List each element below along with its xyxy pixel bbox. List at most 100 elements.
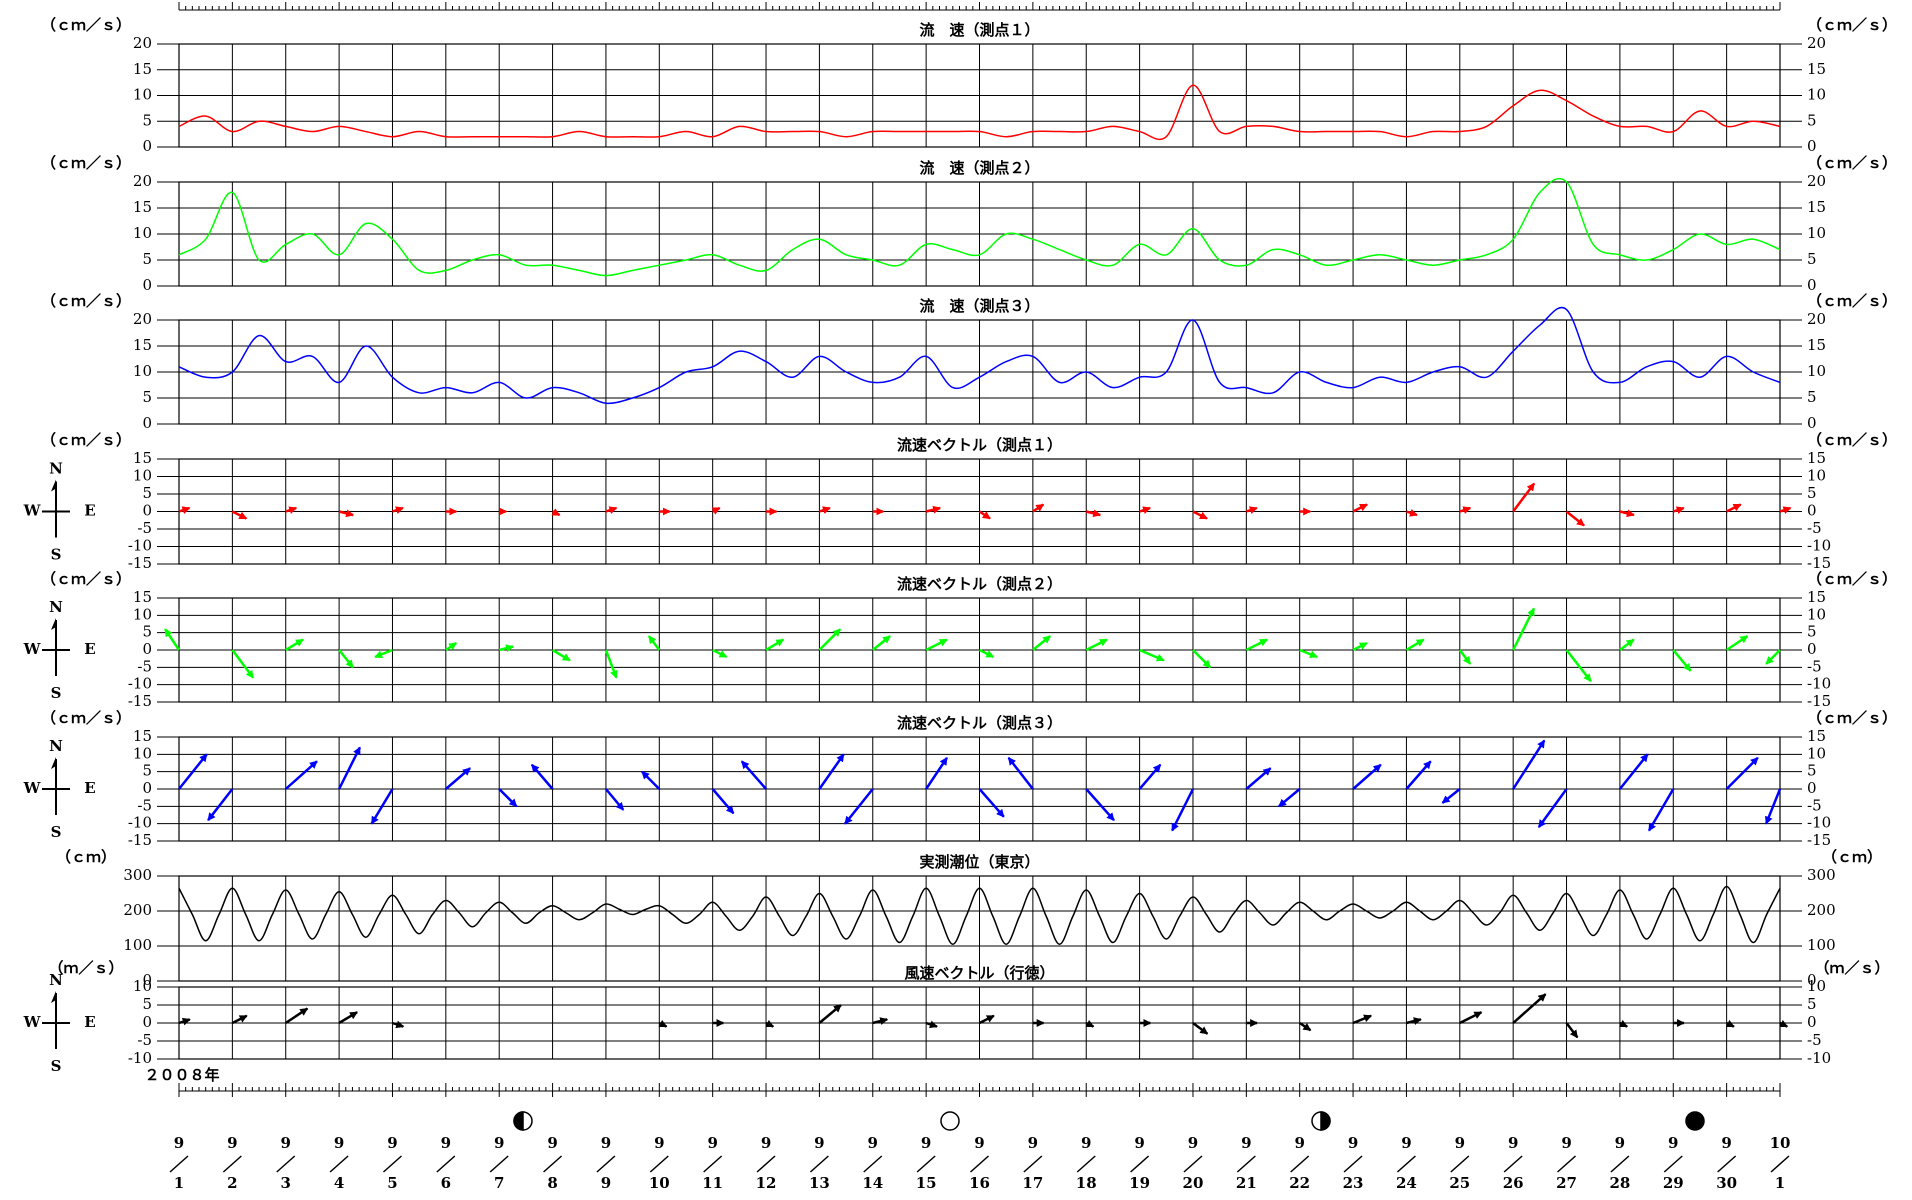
y2-tick-label: -10 bbox=[1807, 537, 1831, 555]
vector-arrow bbox=[1512, 607, 1536, 651]
panel-frame bbox=[178, 319, 1781, 425]
date-month: 9 bbox=[761, 1134, 771, 1152]
vector-arrow bbox=[338, 509, 355, 518]
date-slash bbox=[1717, 1155, 1737, 1173]
y-tick-label: 15 bbox=[133, 198, 152, 216]
vector-arrow bbox=[1245, 767, 1272, 790]
vector-arrow bbox=[1441, 788, 1461, 804]
series-line bbox=[178, 885, 1781, 946]
date-slash bbox=[1503, 1155, 1523, 1173]
compass-s: S bbox=[51, 684, 62, 702]
y-tick-label: -15 bbox=[128, 554, 152, 572]
y-tick-label: 10 bbox=[133, 977, 152, 995]
vector-arrow bbox=[231, 649, 255, 679]
date-slash bbox=[436, 1155, 456, 1173]
y-tick-label: 10 bbox=[133, 744, 152, 762]
date-month: 9 bbox=[1028, 1134, 1038, 1152]
vector-arrow bbox=[207, 788, 234, 821]
vector-arrow bbox=[712, 648, 728, 659]
compass-n: N bbox=[49, 460, 63, 478]
vector-arrow bbox=[925, 505, 942, 514]
y-tick-label: 5 bbox=[142, 250, 152, 268]
date-slash bbox=[1450, 1155, 1470, 1173]
vector-arrow bbox=[647, 635, 661, 651]
vector-arrow bbox=[604, 788, 625, 811]
y2-tick-label: 0 bbox=[1807, 276, 1817, 294]
date-day: 26 bbox=[1503, 1174, 1524, 1192]
y-unit-label: （ｃｍ） bbox=[56, 848, 116, 866]
vector-arrow bbox=[1085, 788, 1115, 822]
y-tick-label: 5 bbox=[142, 623, 152, 641]
vector-arrow bbox=[818, 753, 845, 790]
panel-title: 風速ベクトル（行徳） bbox=[904, 964, 1054, 982]
compass-e: E bbox=[84, 640, 95, 658]
vector-arrow bbox=[978, 510, 991, 520]
date-month: 9 bbox=[601, 1134, 611, 1152]
vector-arrow bbox=[711, 506, 721, 515]
compass-s: S bbox=[51, 823, 62, 841]
vector-arrow bbox=[1299, 648, 1318, 659]
y-tick-label: 5 bbox=[142, 995, 152, 1013]
y2-tick-label: 300 bbox=[1807, 866, 1836, 884]
compass-n: N bbox=[49, 971, 63, 989]
vector-arrow bbox=[1085, 509, 1102, 518]
date-day: 16 bbox=[969, 1174, 990, 1192]
date-day: 27 bbox=[1556, 1174, 1577, 1192]
vector-arrow bbox=[1619, 509, 1635, 518]
date-slash bbox=[970, 1155, 989, 1173]
date-day: 1 bbox=[1775, 1174, 1785, 1192]
vector-arrow bbox=[1725, 635, 1749, 652]
y-tick-label: 15 bbox=[133, 449, 152, 467]
year-label: ２００８年 bbox=[144, 1066, 219, 1084]
y-tick-label: -15 bbox=[128, 831, 152, 849]
y2-tick-label: 10 bbox=[1807, 605, 1826, 623]
date-month: 9 bbox=[974, 1134, 984, 1152]
y-tick-label: 0 bbox=[142, 971, 152, 989]
y2-tick-label: -5 bbox=[1807, 796, 1822, 814]
y-tick-label: 20 bbox=[133, 34, 152, 52]
compass-s: S bbox=[51, 1057, 62, 1075]
vector-arrow bbox=[285, 506, 298, 515]
y2-tick-label: 10 bbox=[1807, 744, 1826, 762]
y2-tick-label: -10 bbox=[1807, 675, 1831, 693]
y2-unit-label: （ｃｍ／ｓ） bbox=[1807, 16, 1897, 34]
date-month: 9 bbox=[1561, 1134, 1571, 1152]
panel-title: 流速ベクトル（測点３） bbox=[897, 714, 1062, 732]
vector-arrow bbox=[1352, 503, 1368, 513]
y-tick-label: -10 bbox=[128, 537, 152, 555]
compass-e: E bbox=[84, 502, 95, 520]
date-slash bbox=[1290, 1155, 1310, 1173]
date-slash bbox=[1396, 1155, 1416, 1173]
vector-arrow bbox=[605, 506, 618, 515]
vector-arrow bbox=[1352, 641, 1368, 652]
date-day: 20 bbox=[1183, 1174, 1204, 1192]
vector-arrow bbox=[1672, 506, 1685, 515]
y-tick-label: 100 bbox=[123, 936, 152, 954]
vector-arrow bbox=[392, 506, 404, 515]
y-unit-label: （ｃｍ／ｓ） bbox=[41, 16, 131, 34]
date-slash bbox=[1076, 1155, 1096, 1173]
date-month: 9 bbox=[227, 1134, 237, 1152]
compass-arrow bbox=[51, 757, 56, 769]
y2-tick-label: 5 bbox=[1807, 388, 1817, 406]
y2-tick-label: 0 bbox=[1807, 137, 1817, 155]
date-day: 6 bbox=[441, 1174, 451, 1192]
y-tick-label: 10 bbox=[133, 605, 152, 623]
date-day: 3 bbox=[281, 1174, 291, 1192]
y-tick-label: 0 bbox=[142, 137, 152, 155]
date-slash bbox=[703, 1155, 723, 1173]
vector-arrow bbox=[1779, 1019, 1789, 1028]
y2-tick-label: 10 bbox=[1807, 224, 1826, 242]
date-day: 19 bbox=[1129, 1174, 1150, 1192]
series-line bbox=[178, 177, 1781, 277]
vector-arrow bbox=[370, 788, 394, 825]
y2-unit-label: （ｃｍ／ｓ） bbox=[1807, 154, 1897, 172]
vector-arrow bbox=[178, 1017, 191, 1026]
date-day: 12 bbox=[756, 1174, 777, 1192]
y-tick-label: 0 bbox=[142, 1013, 152, 1031]
vector-arrow bbox=[1512, 993, 1547, 1024]
panel-title: 流 速（測点２） bbox=[919, 159, 1039, 177]
date-slash bbox=[489, 1155, 509, 1173]
vector-arrow bbox=[445, 642, 458, 652]
vector-arrow bbox=[1085, 638, 1108, 652]
